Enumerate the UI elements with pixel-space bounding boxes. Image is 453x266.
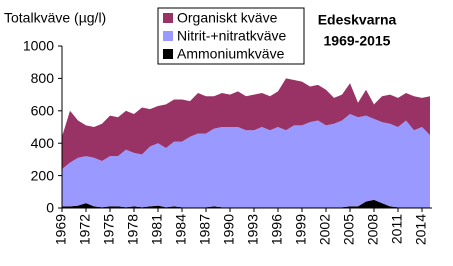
x-tick-label: 1969 [53,214,69,245]
legend: Organiskt kväve Nitrit-+nitratkväve Ammoni… [157,7,305,65]
x-tick-label: 2002 [317,214,333,245]
y-tick-label: 400 [31,135,55,151]
x-tick-label: 2005 [341,214,357,245]
x-tick-label: 1984 [173,214,189,245]
y-tick-label: 200 [31,167,55,183]
legend-swatch [163,31,173,41]
legend-swatch [163,49,173,59]
x-tick-label: 1978 [125,214,141,245]
plot-area [62,78,430,208]
y-tick-label: 600 [31,103,55,119]
x-tick-label: 1990 [221,214,237,245]
y-tick-label: 0 [46,200,54,216]
x-tick-label: 2011 [389,214,405,244]
legend-label: Organiskt kväve [177,10,278,26]
area [62,114,430,208]
annotation: 1969-2015 [324,33,391,49]
y-tick-label: 800 [31,70,55,86]
y-tick-label: 1000 [23,38,54,54]
x-tick-label: 1996 [269,214,285,245]
chart-title: Totalkväve (µg/l) [4,10,106,26]
legend-swatch [163,13,173,23]
x-tick-label: 2014 [413,214,429,245]
area [62,78,430,170]
legend-label: Ammoniumkväve [177,46,285,62]
x-tick-label: 1993 [245,214,261,245]
x-tick-label: 1972 [77,214,93,245]
legend-label: Nitrit-+nitratkväve [177,28,287,44]
x-tick-label: 1987 [197,214,213,245]
x-tick-label: 1981 [149,214,165,245]
x-tick-label: 1975 [101,214,117,245]
x-tick-label: 1999 [293,214,309,245]
annotation: Edeskvarna [318,12,397,28]
legend-box [157,7,305,65]
x-tick-label: 2008 [365,214,381,245]
